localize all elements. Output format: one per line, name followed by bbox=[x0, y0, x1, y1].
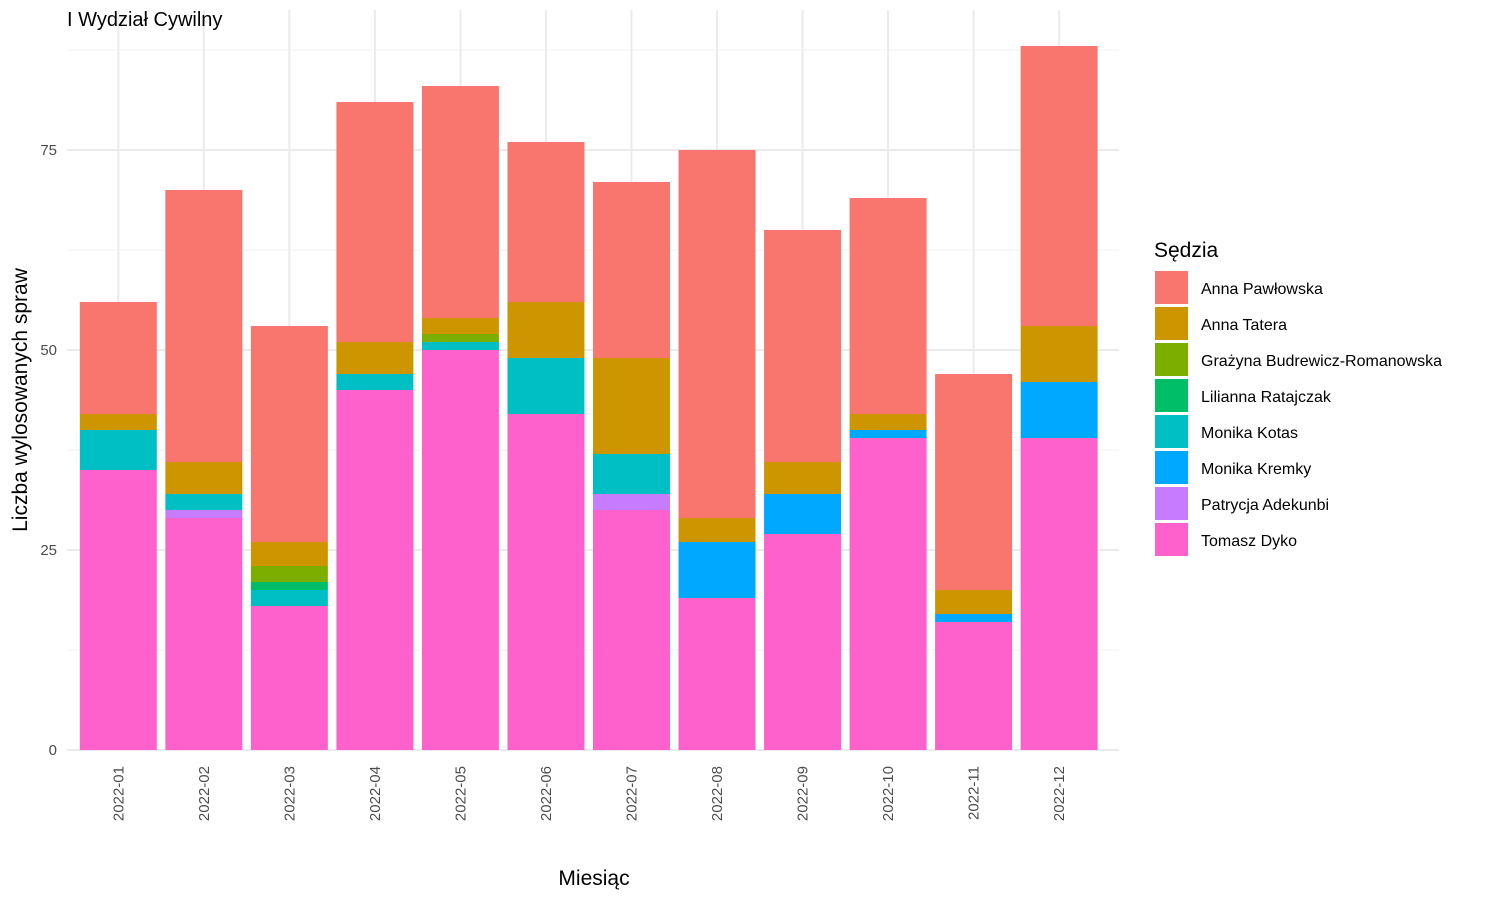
legend-key bbox=[1155, 343, 1188, 376]
y-tick-label: 0 bbox=[49, 742, 57, 759]
y-tick-label: 75 bbox=[40, 142, 57, 159]
bar-segment: Patrycja Adekunbi 2022-02: 1 bbox=[165, 510, 243, 518]
bar-segment: Anna Pawłowska 2022-05: 29 bbox=[421, 86, 499, 318]
legend-title: Sędzia bbox=[1154, 239, 1219, 262]
bar-segment: Tomasz Dyko 2022-03: 18 bbox=[250, 606, 328, 750]
bar-segment: Tomasz Dyko 2022-08: 19 bbox=[678, 598, 756, 750]
legend-key bbox=[1155, 415, 1188, 448]
legend-key bbox=[1155, 307, 1188, 340]
bar-segment: Tomasz Dyko 2022-10: 39 bbox=[849, 438, 927, 750]
bar-segment: Monika Kotas 2022-02: 2 bbox=[165, 494, 243, 510]
bar-segment: Monika Kotas 2022-07: 5 bbox=[593, 454, 670, 494]
x-tick-label: 2022-12 bbox=[1051, 766, 1068, 821]
chart-title: I Wydział Cywilny bbox=[67, 9, 222, 31]
x-tick-label: 2022-05 bbox=[452, 766, 469, 821]
y-axis-ticks: 0 25 50 75 bbox=[40, 142, 57, 759]
x-tick-label: 2022-03 bbox=[281, 766, 298, 821]
y-axis-title: Liczba wylosowanych spraw bbox=[9, 267, 32, 532]
y-tick-label: 50 bbox=[40, 342, 57, 359]
x-tick-label: 2022-11 bbox=[966, 766, 983, 820]
bar-segment: Tomasz Dyko 2022-02: 29 bbox=[165, 518, 243, 750]
bar-segment: Tomasz Dyko 2022-06: 42 bbox=[507, 414, 585, 750]
bar-segment: Monika Kotas 2022-04: 2 bbox=[336, 374, 414, 390]
legend-label: Monika Kremky bbox=[1201, 461, 1311, 478]
bar-segment: Anna Pawłowska 2022-08: 46 bbox=[678, 150, 756, 518]
bar-segment: Lilianna Ratajczak 2022-03: 1 bbox=[250, 582, 328, 590]
bar-segment: Anna Tatera 2022-01: 2 bbox=[79, 414, 157, 430]
legend-label: Anna Tatera bbox=[1201, 317, 1287, 334]
bar-segment: Tomasz Dyko 2022-12: 39 bbox=[1020, 438, 1098, 750]
bar-segment: Grażyna Budrewicz-Romanowska 2022-03: 2 bbox=[250, 566, 328, 582]
bar-segment: Patrycja Adekunbi 2022-07: 2 bbox=[593, 494, 670, 510]
bar-segment: Anna Tatera 2022-03: 3 bbox=[250, 542, 328, 566]
legend-key bbox=[1155, 271, 1188, 304]
bar-segment: Monika Kotas 2022-05: 1 bbox=[421, 342, 499, 350]
bar-segment: Anna Tatera 2022-10: 2 bbox=[849, 414, 927, 430]
bar-segment: Anna Pawłowska 2022-04: 30 bbox=[336, 102, 414, 342]
bar-segment: Monika Kremky 2022-09: 5 bbox=[764, 494, 842, 534]
legend-label: Patrycja Adekunbi bbox=[1201, 497, 1329, 514]
bar-segment: Monika Kremky 2022-12: 7 bbox=[1020, 382, 1098, 438]
x-tick-label: 2022-10 bbox=[880, 766, 897, 821]
y-tick-label: 25 bbox=[40, 542, 57, 559]
legend-key bbox=[1155, 487, 1188, 520]
legend-key bbox=[1155, 379, 1188, 412]
legend-key bbox=[1155, 523, 1188, 556]
bar-segment: Anna Tatera 2022-05: 2 bbox=[421, 318, 499, 334]
x-tick-label: 2022-08 bbox=[709, 766, 726, 821]
bar-segment: Anna Tatera 2022-11: 3 bbox=[935, 590, 1013, 614]
x-tick-label: 2022-07 bbox=[623, 766, 640, 821]
legend-label: Lilianna Ratajczak bbox=[1201, 389, 1332, 406]
bar-segment: Anna Pawłowska 2022-09: 29 bbox=[764, 230, 842, 462]
x-axis-title: Miesiąc bbox=[558, 867, 629, 890]
bar-segment: Anna Pawłowska 2022-03: 27 bbox=[250, 326, 328, 542]
bar-segment: Anna Pawłowska 2022-07: 22 bbox=[593, 182, 670, 358]
bar-segment: Monika Kotas 2022-03: 2 bbox=[250, 590, 328, 606]
bar-segment: Tomasz Dyko 2022-11: 16 bbox=[935, 622, 1013, 750]
bar-segment: Tomasz Dyko 2022-07: 30 bbox=[593, 510, 670, 750]
legend-label: Anna Pawłowska bbox=[1201, 281, 1323, 298]
bars-group: Tomasz Dyko 2022-01: 35Monika Kotas 2022… bbox=[79, 46, 1098, 750]
bar-segment: Anna Pawłowska 2022-06: 20 bbox=[507, 142, 585, 302]
bar-segment: Anna Pawłowska 2022-12: 35 bbox=[1020, 46, 1098, 326]
bar-segment: Anna Tatera 2022-06: 7 bbox=[507, 302, 585, 358]
x-tick-label: 2022-01 bbox=[110, 766, 127, 821]
legend-label: Monika Kotas bbox=[1201, 425, 1298, 442]
x-tick-label: 2022-04 bbox=[367, 766, 384, 821]
bar-segment: Tomasz Dyko 2022-05: 50 bbox=[421, 350, 499, 750]
bar-segment: Anna Pawłowska 2022-01: 14 bbox=[79, 302, 157, 414]
bar-segment: Anna Tatera 2022-04: 4 bbox=[336, 342, 414, 374]
legend-label: Tomasz Dyko bbox=[1201, 533, 1297, 550]
bar-segment: Anna Pawłowska 2022-11: 27 bbox=[935, 374, 1013, 590]
bar-segment: Tomasz Dyko 2022-01: 35 bbox=[79, 470, 157, 750]
bar-segment: Anna Tatera 2022-12: 7 bbox=[1020, 326, 1098, 382]
legend: Anna Pawłowska Anna Tatera Grażyna Budrewi… bbox=[1155, 271, 1442, 556]
bar-segment: Monika Kotas 2022-01: 5 bbox=[79, 430, 157, 470]
bar-segment: Monika Kremky 2022-10: 1 bbox=[849, 430, 927, 438]
bar-segment: Monika Kremky 2022-08: 7 bbox=[678, 542, 756, 598]
bar-segment: Anna Tatera 2022-02: 4 bbox=[165, 462, 243, 494]
x-tick-label: 2022-09 bbox=[795, 766, 812, 821]
x-tick-label: 2022-02 bbox=[196, 766, 213, 821]
bar-segment: Grażyna Budrewicz-Romanowska 2022-05: 1 bbox=[421, 334, 499, 342]
bar-segment: Monika Kremky 2022-11: 1 bbox=[935, 614, 1013, 622]
legend-key bbox=[1155, 451, 1188, 484]
bar-segment: Anna Pawłowska 2022-10: 27 bbox=[849, 198, 927, 414]
bar-segment: Monika Kotas 2022-06: 7 bbox=[507, 358, 585, 414]
bar-segment: Anna Tatera 2022-07: 12 bbox=[593, 358, 670, 454]
bar-segment: Tomasz Dyko 2022-09: 27 bbox=[764, 534, 842, 750]
legend-label: Grażyna Budrewicz-Romanowska bbox=[1201, 353, 1442, 370]
bar-segment: Tomasz Dyko 2022-04: 45 bbox=[336, 390, 414, 750]
bar-segment: Anna Tatera 2022-08: 3 bbox=[678, 518, 756, 542]
x-tick-label: 2022-06 bbox=[538, 766, 555, 821]
x-axis-ticks: 2022-01 2022-02 2022-03 2022-04 2022-05 2022-… bbox=[110, 766, 1068, 821]
bar-segment: Anna Pawłowska 2022-02: 34 bbox=[165, 190, 243, 462]
bar-segment: Anna Tatera 2022-09: 4 bbox=[764, 462, 842, 494]
